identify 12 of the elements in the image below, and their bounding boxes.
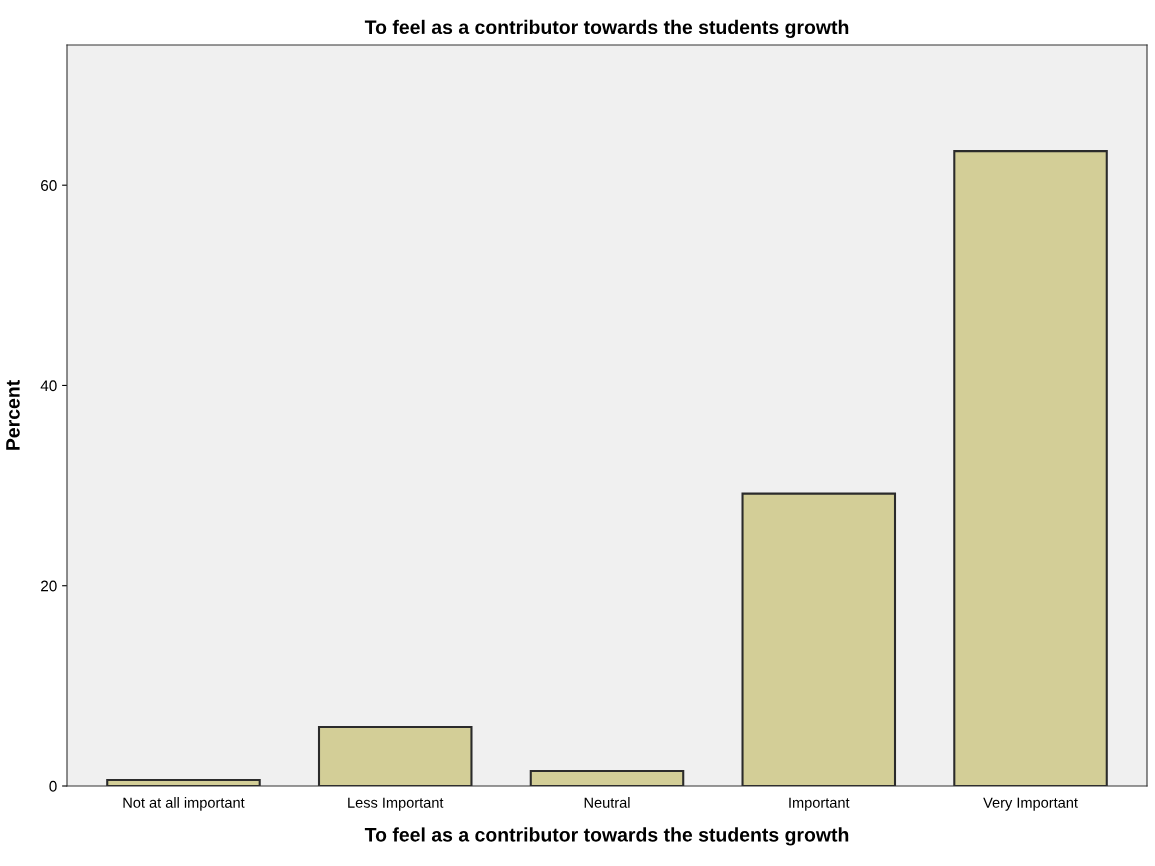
x-tick-label: Not at all important <box>123 797 245 811</box>
x-axis-title: To feel as a contributor towards the students growth <box>364 827 849 846</box>
chart-title: To feel as a contributor towards the students growth <box>364 19 849 39</box>
x-tick-label: Neutral <box>584 797 630 808</box>
y-axis-title: Percent <box>6 380 20 450</box>
x-tick-label: Very Important <box>983 797 1078 811</box>
y-tick-label: 20 <box>41 580 57 592</box>
y-tick-label: 0 <box>49 780 57 792</box>
x-tick-label: Less Important <box>348 797 444 811</box>
y-tick-label: 40 <box>40 380 57 392</box>
y-tick-label: 60 <box>41 180 57 191</box>
x-tick-label: Important <box>789 797 850 811</box>
